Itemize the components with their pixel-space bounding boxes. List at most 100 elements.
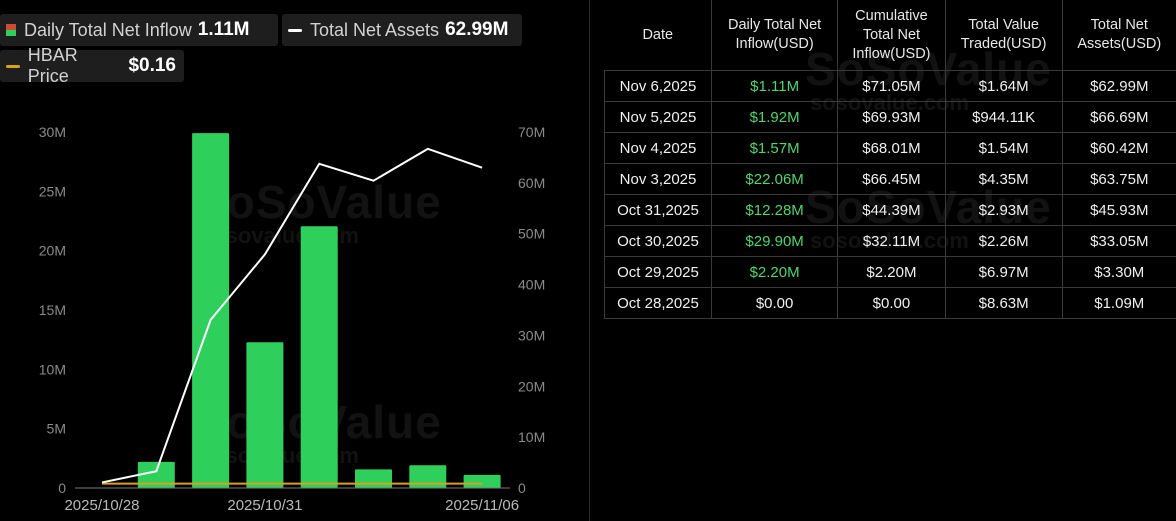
table-row: Oct 31,2025 $12.28M $44.39M $2.93M $45.93M xyxy=(603,194,1176,226)
table-cell: Oct 31,2025 xyxy=(603,194,712,226)
data-table: Date Daily Total Net Inflow(USD) Cumulative… xyxy=(603,0,1176,319)
table-cell: $62.99M xyxy=(1061,70,1176,102)
inflow-bar xyxy=(300,226,338,488)
table-body: Nov 6,2025 $1.11M $71.05M $1.64M $62.99M Nov … xyxy=(603,70,1176,319)
left-axis: 0 5M 10M 15M 20M 25M 30M xyxy=(39,124,66,496)
right-axis: 0 10M 20M 30M 40M 50M 60M 70M xyxy=(518,124,545,496)
inflow-bar xyxy=(409,465,447,488)
inflow-chart[interactable]: 0 5M 10M 15M 20M 25M 30M 0 10M 20M 30M 40M 50M 60M 70… xyxy=(0,100,589,521)
right-axis-tick-label: 60M xyxy=(518,175,545,191)
table-row: Nov 4,2025 $1.57M $68.01M $1.54M $60.42M xyxy=(603,132,1176,164)
legend-daily-net-inflow[interactable]: Daily Total Net Inflow 1.11M xyxy=(0,14,278,46)
table-cell: $1.54M xyxy=(944,132,1063,164)
left-axis-tick-label: 25M xyxy=(39,183,66,199)
table-cell: $45.93M xyxy=(1061,194,1176,226)
legend-assets-label: Total Net Assets xyxy=(310,19,440,40)
x-axis-tick-label: 2025/10/28 xyxy=(64,497,139,514)
table-row: Oct 29,2025 $2.20M $2.20M $6.97M $3.30M xyxy=(603,256,1176,288)
table-cell: $1.11M xyxy=(711,70,838,102)
table-cell: $1.92M xyxy=(711,101,838,133)
column-header[interactable]: Total Net Assets(USD) xyxy=(1061,0,1176,71)
table-cell: $6.97M xyxy=(944,256,1063,288)
table-cell: $1.57M xyxy=(711,132,838,164)
bar-series xyxy=(137,133,501,488)
table-cell: $2.93M xyxy=(944,194,1063,226)
inflow-bar xyxy=(246,342,284,488)
left-axis-tick-label: 15M xyxy=(39,302,66,318)
table-cell: $60.42M xyxy=(1061,132,1176,164)
table-cell: $4.35M xyxy=(944,163,1063,195)
table-cell: $33.05M xyxy=(1061,225,1176,257)
table-cell: $22.06M xyxy=(711,163,838,195)
left-axis-tick-label: 30M xyxy=(39,124,66,140)
right-axis-tick-label: 50M xyxy=(518,226,545,242)
table-cell: $29.90M xyxy=(711,225,838,257)
table-cell: $0.00 xyxy=(711,287,838,319)
table-cell: Oct 30,2025 xyxy=(603,225,712,257)
legend-daily-value: 1.11M xyxy=(197,19,250,40)
right-axis-tick-label: 10M xyxy=(518,429,545,445)
table-row: Nov 3,2025 $22.06M $66.45M $4.35M $63.75M xyxy=(603,163,1176,195)
inflow-bar xyxy=(192,133,230,488)
right-axis-tick-label: 20M xyxy=(518,378,545,394)
table-cell: $2.20M xyxy=(837,256,946,288)
x-axis-tick-label: 2025/11/06 xyxy=(445,497,519,514)
table-cell: $2.20M xyxy=(711,256,838,288)
left-axis-tick-label: 20M xyxy=(39,243,66,259)
total-net-assets-line xyxy=(101,147,483,484)
panel-divider xyxy=(589,0,590,521)
table-header-row: Date Daily Total Net Inflow(USD) Cumulative… xyxy=(604,0,1176,71)
table-row: Nov 6,2025 $1.11M $71.05M $1.64M $62.99M xyxy=(603,70,1176,102)
left-axis-tick-label: 5M xyxy=(47,421,66,437)
legend-assets-value: 62.99M xyxy=(445,19,509,40)
table-cell: Nov 4,2025 xyxy=(603,132,712,164)
table-cell: $3.30M xyxy=(1061,256,1176,288)
table-cell: $63.75M xyxy=(1061,163,1176,195)
column-header[interactable]: Cumulative Total Net Inflow(USD) xyxy=(837,0,946,71)
inflow-bar xyxy=(463,474,501,488)
table-cell: Nov 6,2025 xyxy=(603,70,712,102)
legend-price-label: HBAR Price xyxy=(27,45,78,86)
left-axis-tick-label: 10M xyxy=(39,361,66,377)
table-row: Oct 30,2025 $29.90M $32.11M $2.26M $33.05M xyxy=(603,225,1176,257)
column-header[interactable]: Date xyxy=(604,0,712,71)
table-cell: $12.28M xyxy=(711,194,838,226)
right-axis-tick-label: 40M xyxy=(518,277,545,293)
table-cell: $66.69M xyxy=(1061,101,1176,133)
right-axis-tick-label: 0 xyxy=(518,480,526,496)
table-row: Nov 5,2025 $1.92M $69.93M $944.11K $66.69M xyxy=(603,101,1176,133)
table-cell: $0.00 xyxy=(837,287,946,319)
legend-price-value: $0.16 xyxy=(128,55,176,76)
legend-daily-label: Daily Total Net Inflow xyxy=(24,19,192,40)
legend-total-net-assets[interactable]: Total Net Assets 62.99M xyxy=(282,14,522,46)
right-axis-tick-label: 70M xyxy=(518,124,545,140)
table-cell: $1.09M xyxy=(1061,287,1176,319)
table-cell: $44.39M xyxy=(837,194,946,226)
table-cell: $2.26M xyxy=(944,225,1063,257)
table-cell: $69.93M xyxy=(837,101,946,133)
column-header[interactable]: Daily Total Net Inflow(USD) xyxy=(711,0,838,71)
legend-hbar-price[interactable]: HBAR Price $0.16 xyxy=(0,45,184,86)
white-line-swatch-icon xyxy=(288,28,302,32)
table-cell: $66.45M xyxy=(837,163,946,195)
table-cell: $32.11M xyxy=(837,225,946,257)
table-cell: Oct 29,2025 xyxy=(603,256,712,288)
bar-swatch-icon xyxy=(6,24,16,36)
table-cell: $8.63M xyxy=(944,287,1063,319)
table-cell: Nov 3,2025 xyxy=(603,163,712,195)
orange-line-swatch-icon xyxy=(6,64,20,68)
inflow-bar xyxy=(355,469,392,488)
right-axis-tick-label: 30M xyxy=(518,327,545,343)
left-axis-tick-label: 0 xyxy=(58,480,66,496)
table-cell: Nov 5,2025 xyxy=(603,101,712,133)
inflow-bar xyxy=(137,461,175,488)
table-cell: $71.05M xyxy=(837,70,946,102)
table-cell: $68.01M xyxy=(837,132,946,164)
x-axis-tick-label: 2025/10/31 xyxy=(227,497,302,514)
table-row: Oct 28,2025 $0.00 $0.00 $8.63M $1.09M xyxy=(603,287,1176,319)
x-axis: 2025/10/28 2025/10/31 2025/11/06 xyxy=(64,497,519,514)
table-cell: $1.64M xyxy=(944,70,1063,102)
table-cell: Oct 28,2025 xyxy=(603,287,712,319)
column-header[interactable]: Total Value Traded(USD) xyxy=(944,0,1063,71)
table-cell: $944.11K xyxy=(944,101,1063,133)
